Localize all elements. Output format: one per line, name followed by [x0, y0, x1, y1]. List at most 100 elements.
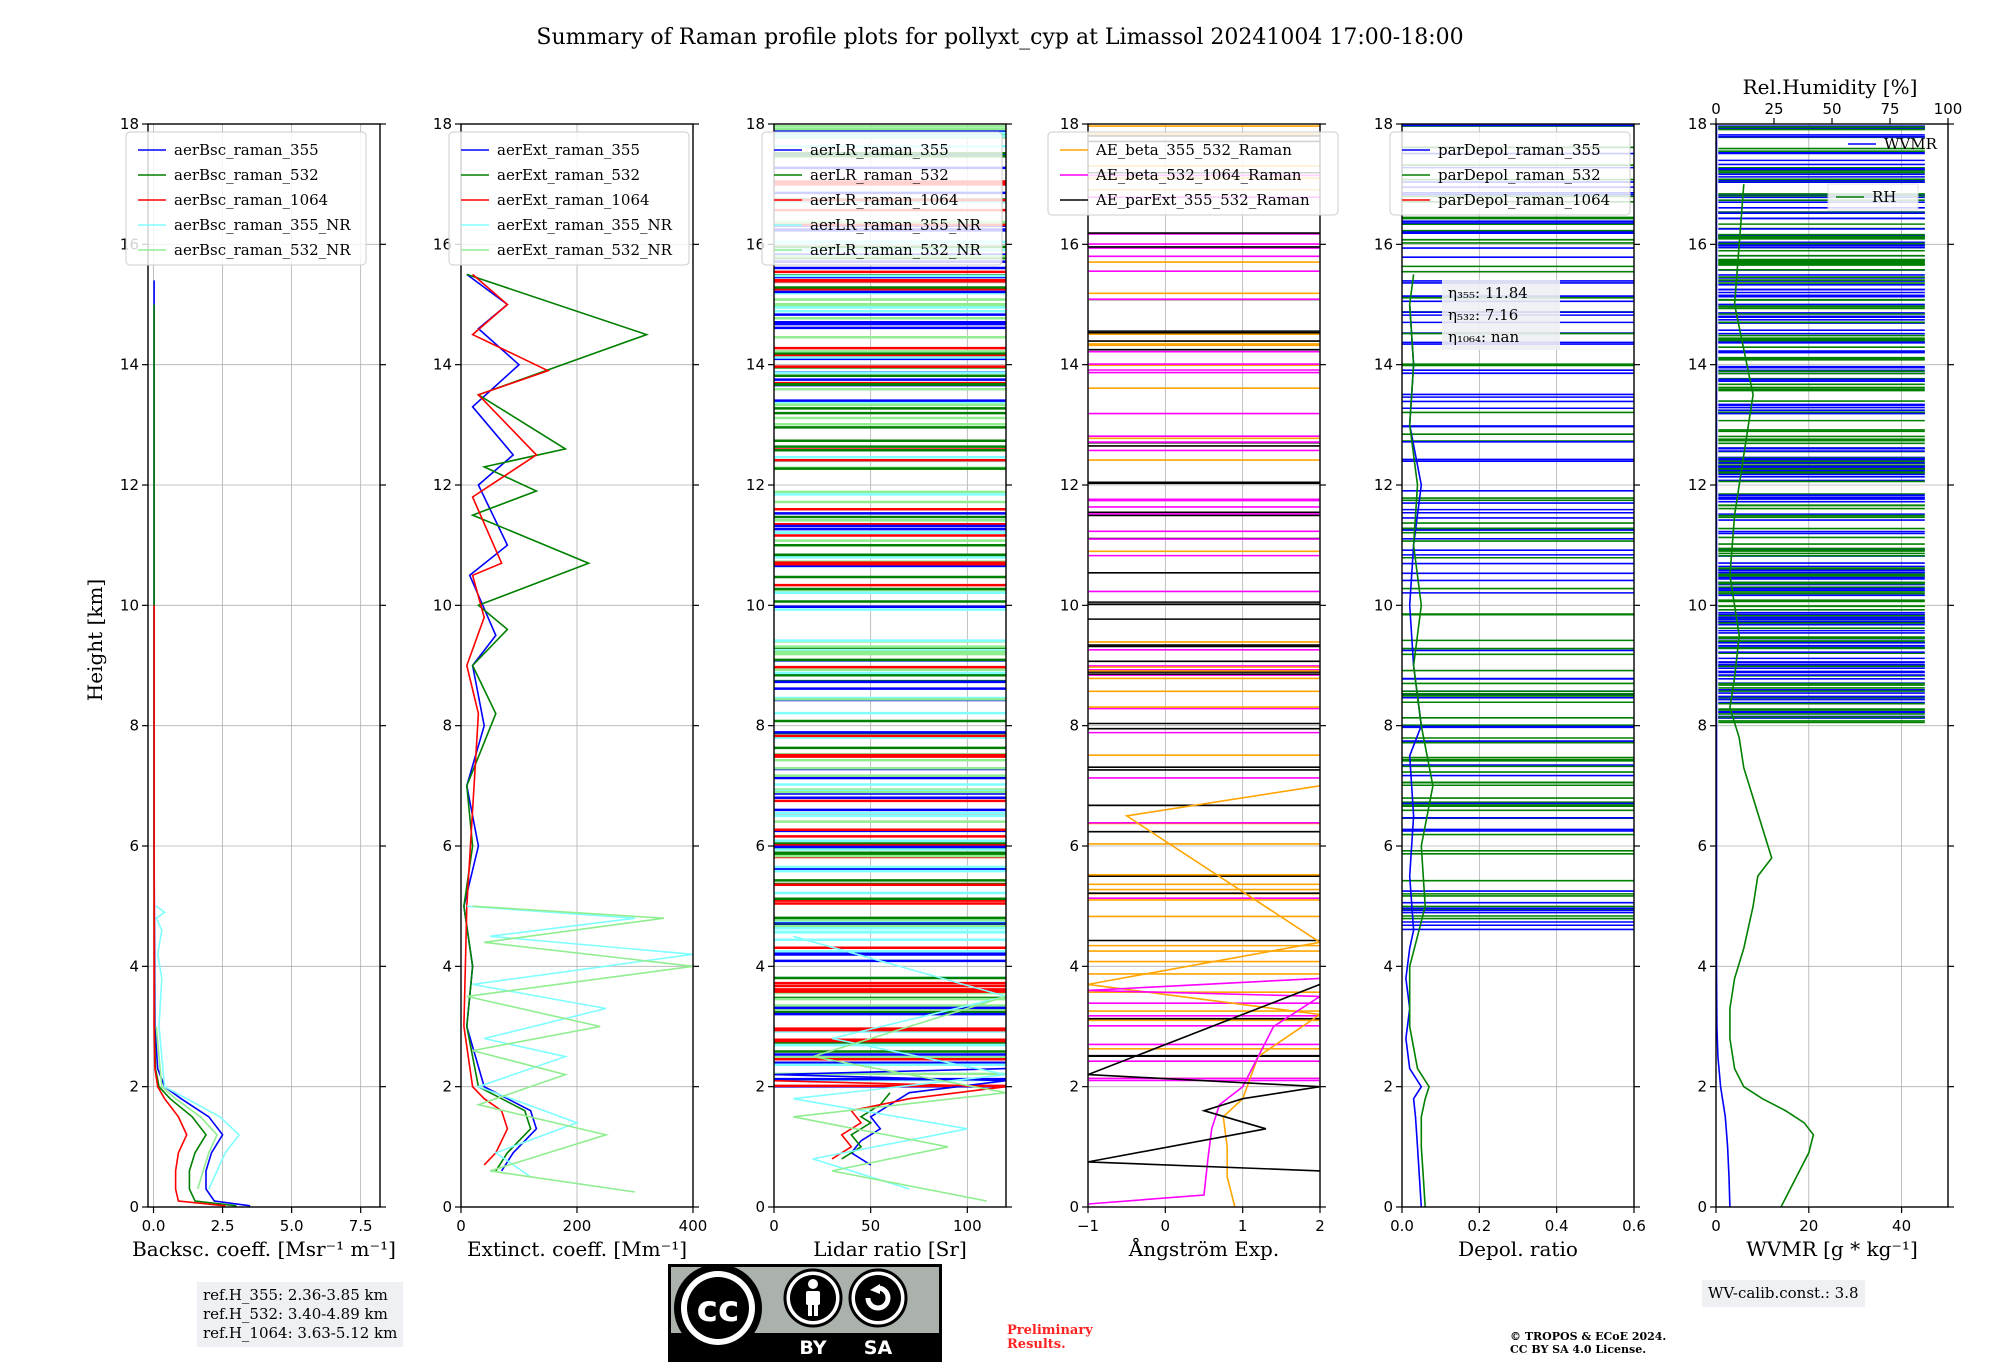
series-aerExt_raman_532: [463, 273, 650, 1172]
y-tick-label: 6: [1069, 837, 1079, 855]
legend-label: AE_beta_355_532_Raman: [1095, 141, 1292, 159]
panel-ext: 0 200 400 0 2 4 6 8 10 12 14 16 18 Extinct. coeff. [M…: [433, 115, 707, 1261]
by-label: BY: [799, 1337, 826, 1359]
y-tick-label: 12: [1374, 476, 1393, 494]
x-axis-label: Ångström Exp.: [1128, 1236, 1279, 1261]
y-tick-label: 4: [1697, 957, 1707, 975]
y-tick-label: 10: [120, 596, 139, 614]
legend-label: aerBsc_raman_532_NR: [174, 241, 351, 259]
x-tick-label: 100: [953, 1217, 982, 1235]
x-axis-label: Depol. ratio: [1458, 1237, 1578, 1261]
legend-lr: aerLR_raman_355 aerLR_raman_532 aerLR_rama…: [761, 131, 1003, 266]
y-tick-label: 6: [129, 837, 139, 855]
y-axis-label: Height [km]: [83, 579, 107, 701]
axes-frame: [1401, 123, 1635, 1208]
y-tick-label: 16: [433, 235, 452, 253]
x-tick-label: 400: [679, 1217, 708, 1235]
series-AE_beta_355_532_Raman: [1088, 785, 1320, 1207]
y-tick-label: 12: [746, 476, 765, 494]
panel-depol: 0.0 0.2 0.4 0.6 0 2 4 6 8 10 12 14 16 18 Depol. ratio p…: [1374, 115, 1646, 1261]
copyright-line-2: CC BY SA 4.0 License.: [1510, 1343, 1647, 1356]
y-tick-label: 8: [1069, 717, 1079, 735]
x-tick-label: 2: [1315, 1217, 1325, 1235]
wv-calib-text: WV-calib.const.: 3.8: [1708, 1284, 1859, 1302]
top-x-tick-label: 0: [1711, 100, 1721, 118]
y-tick-label: 6: [755, 837, 765, 855]
series-AE_beta_532_1064_Raman: [1088, 977, 1320, 1205]
eta-annotation: η₃₅₅: 11.84 η₅₃₂: 7.16 η₁₀₆₄: nan: [1442, 280, 1560, 350]
series-aerLR_raman_355_NR: [793, 935, 1006, 1190]
ref-heights-box: ref.H_355: 2.36-3.85 km ref.H_532: 3.40-…: [197, 1282, 404, 1347]
series-aerLR_raman_532_NR: [793, 995, 1006, 1202]
x-tick-label: 0: [1711, 1217, 1721, 1235]
top-x-tick-label: 100: [1934, 100, 1963, 118]
figure-title: Summary of Raman profile plots for polly…: [536, 25, 1463, 50]
share-alike-icon: [848, 1268, 908, 1328]
y-tick-label: 14: [1060, 356, 1079, 374]
y-tick-label: 2: [1383, 1078, 1393, 1096]
panel-lr: 0 50 100 0 2 4 6 8 10 12 14 16 18 Lidar ratio [Sr] aer…: [746, 115, 1012, 1261]
y-tick-label: 8: [442, 717, 452, 735]
y-tick-label: 12: [1688, 476, 1707, 494]
legend-label: aerBsc_raman_532: [174, 166, 319, 184]
legend-label: aerBsc_raman_355: [174, 141, 319, 159]
legend-label: aerLR_raman_532: [810, 166, 949, 184]
y-tick-label: 8: [129, 717, 139, 735]
x-tick-label: 2.5: [211, 1217, 235, 1235]
y-tick-label: 6: [442, 837, 452, 855]
preliminary-results-note: Preliminary Results.: [1007, 1324, 1093, 1352]
ref-height-355: ref.H_355: 2.36-3.85 km: [203, 1286, 388, 1304]
preliminary-line-1: Preliminary: [1007, 1323, 1093, 1338]
eta-box: [1442, 280, 1560, 350]
y-tick-label: 8: [755, 717, 765, 735]
y-tick-label: 18: [1060, 115, 1079, 133]
legend-box: [125, 131, 367, 266]
y-tick-label: 0: [442, 1198, 452, 1216]
legend-box: [1389, 131, 1631, 216]
legend-label: parDepol_raman_355: [1438, 141, 1601, 159]
x-tick-label: 0.6: [1622, 1217, 1646, 1235]
eta-label: η₃₅₅: 11.84: [1448, 284, 1528, 302]
legend-label: aerExt_raman_355: [497, 141, 640, 159]
legend-label: parDepol_raman_1064: [1438, 191, 1610, 209]
legend-label: aerExt_raman_532_NR: [497, 241, 673, 259]
legend-label: aerExt_raman_355_NR: [497, 216, 673, 234]
y-tick-label: 0: [1697, 1198, 1707, 1216]
y-tick-label: 4: [129, 957, 139, 975]
y-tick-label: 2: [1697, 1078, 1707, 1096]
y-tick-label: 16: [1688, 235, 1707, 253]
x-tick-label: 0: [1161, 1217, 1171, 1235]
y-tick-label: 14: [1374, 356, 1393, 374]
x-tick-label: 0: [769, 1217, 779, 1235]
y-tick-label: 12: [1060, 476, 1079, 494]
eta-label: η₁₀₆₄: nan: [1448, 328, 1519, 346]
series-aerBsc_raman_355: [153, 280, 251, 1207]
y-tick-label: 0: [755, 1198, 765, 1216]
y-tick-label: 12: [120, 476, 139, 494]
legend-box: [1047, 131, 1339, 216]
cc-icon: cc: [674, 1264, 762, 1352]
x-tick-label: 50: [861, 1217, 880, 1235]
sa-label: SA: [864, 1337, 893, 1359]
preliminary-line-2: Results.: [1007, 1337, 1066, 1352]
legend-label: AE_parExt_355_532_Raman: [1095, 191, 1310, 209]
wv-calib-box: WV-calib.const.: 3.8: [1702, 1280, 1865, 1307]
legend-rh: RH: [1827, 183, 1919, 211]
y-tick-label: 14: [1688, 356, 1707, 374]
y-tick-label: 18: [746, 115, 765, 133]
top-x-tick-label: 75: [1880, 100, 1899, 118]
plot-area-ext: [463, 273, 693, 1193]
series-parDepol_raman_532: [1408, 274, 1434, 1207]
top-x-tick-label: 50: [1822, 100, 1841, 118]
legend-label: aerLR_raman_1064: [810, 191, 958, 209]
y-tick-label: 6: [1383, 837, 1393, 855]
cc-license-badge: cc BY SA: [668, 1264, 942, 1362]
y-tick-label: 14: [120, 356, 139, 374]
x-tick-label: 0.2: [1467, 1217, 1491, 1235]
copyright-line-1: © TROPOS & ECoE 2024.: [1510, 1330, 1667, 1343]
legend-bsc: aerBsc_raman_355 aerBsc_raman_532 aerBsc_r…: [125, 131, 367, 266]
y-tick-label: 18: [433, 115, 452, 133]
series-aerBsc_raman_532: [153, 304, 237, 1207]
legend-label: aerLR_raman_355: [810, 141, 949, 159]
legend-label: aerExt_raman_1064: [497, 191, 650, 209]
